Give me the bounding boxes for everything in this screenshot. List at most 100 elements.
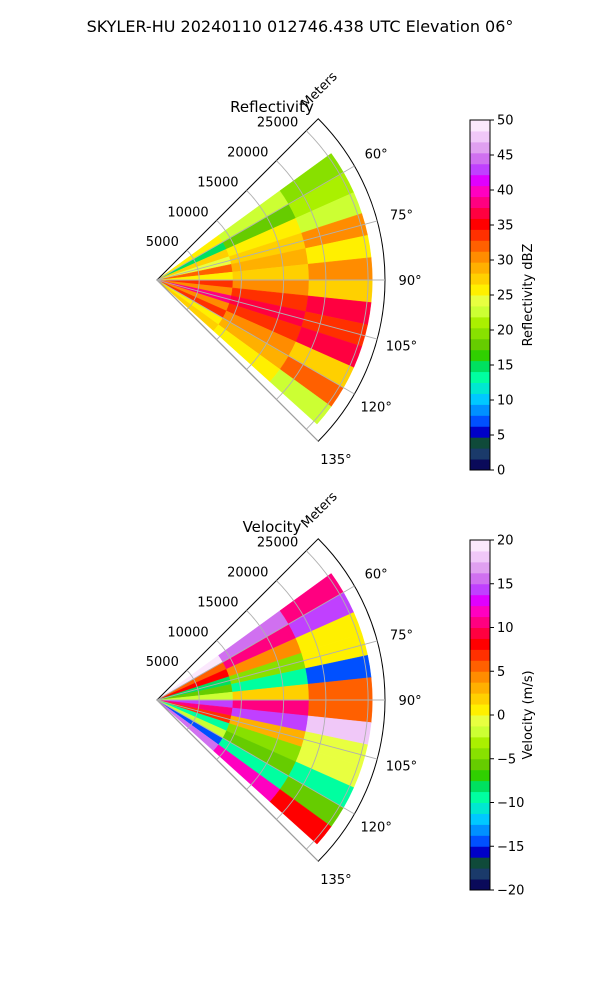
reflectivity-colorbar-tick: 10 — [497, 394, 514, 409]
velocity-colorbar-segment — [470, 835, 490, 847]
velocity-colorbar-segment — [470, 736, 490, 749]
reflectivity-colorbar-segment — [470, 338, 490, 351]
reflectivity-colorbar-tick: 25 — [497, 289, 514, 304]
reflectivity-colorbar-tick: 30 — [497, 254, 514, 269]
velocity-azimuth-tick: 60° — [365, 567, 388, 582]
reflectivity-colorbar-segment — [470, 240, 490, 252]
velocity-colorbar-tick: −10 — [497, 796, 524, 811]
velocity-colorbar-segment — [470, 605, 490, 618]
velocity-colorbar-segment — [470, 715, 490, 727]
velocity-azimuth-spoke — [156, 699, 378, 760]
velocity-colorbar-segment — [470, 747, 490, 760]
reflectivity-colorbar-segment — [470, 120, 490, 132]
reflectivity-colorbar-segment — [470, 437, 490, 449]
reflectivity-range-tick: 25000 — [257, 116, 298, 131]
velocity-colorbar-tick: 0 — [497, 709, 505, 724]
velocity-colorbar-tick: −5 — [497, 752, 516, 767]
reflectivity-colorbar-segment — [470, 295, 490, 307]
reflectivity-colorbar-tick: 5 — [497, 429, 505, 444]
velocity-colorbar-segment — [470, 704, 490, 716]
reflectivity-colorbar-label: Reflectivity dBZ — [521, 244, 536, 347]
velocity-title: Velocity — [243, 518, 302, 536]
reflectivity-range-ticks: 5000 10000 15000 20000 25000 — [146, 116, 299, 250]
reflectivity-azimuth-tick: 135° — [320, 453, 351, 468]
reflectivity-colorbar-segment — [470, 196, 490, 208]
velocity-azimuth-spoke — [156, 640, 378, 701]
reflectivity-range-tick: 20000 — [227, 146, 268, 161]
velocity-colorbar-segment — [470, 824, 490, 836]
velocity-colorbar-segment — [470, 725, 490, 738]
velocity-colorbar-segment — [470, 649, 490, 661]
reflectivity-colorbar-tick: 0 — [497, 464, 505, 479]
velocity-azimuth-spoke — [156, 585, 355, 701]
velocity-range-tick: 10000 — [167, 625, 208, 640]
velocity-colorbar — [469, 539, 491, 891]
reflectivity-colorbar-segment — [470, 415, 490, 427]
velocity-colorbar-segment — [470, 813, 490, 825]
reflectivity-wedge — [269, 369, 332, 425]
reflectivity-azimuth-tick: 75° — [390, 208, 413, 223]
velocity-colorbar-segment — [470, 561, 490, 574]
reflectivity-colorbar-segment — [470, 251, 490, 263]
velocity-colorbar-segment — [470, 660, 490, 672]
reflectivity-colorbar-segment — [470, 141, 490, 154]
velocity-colorbar-segment — [470, 879, 490, 891]
velocity-azimuth-tick: 120° — [361, 821, 392, 836]
velocity-colorbar-label: Velocity (m/s) — [521, 670, 536, 759]
reflectivity-azimuth-spoke — [156, 279, 319, 442]
reflectivity-colorbar-segment — [470, 229, 490, 241]
velocity-range-ticks: 5000 10000 15000 20000 25000 — [146, 536, 299, 670]
reflectivity-azimuth-ticks: 60° 75° 90° 105° 120° 135° — [320, 147, 421, 467]
reflectivity-colorbar-segment — [470, 360, 490, 373]
reflectivity-colorbar-segment — [470, 207, 490, 219]
reflectivity-colorbar-tick: 35 — [497, 219, 514, 234]
reflectivity-azimuth-spoke — [156, 220, 378, 281]
reflectivity-colorbar-tick: 40 — [497, 184, 514, 199]
reflectivity-colorbar-tick: 15 — [497, 359, 514, 374]
velocity-colorbar-segment — [470, 769, 490, 782]
reflectivity-colorbar-segment — [470, 327, 490, 340]
reflectivity-colorbar-segment — [470, 393, 490, 405]
reflectivity-range-tick: 15000 — [197, 175, 238, 190]
velocity-grid — [156, 538, 386, 862]
reflectivity-radial-axis-label: Meters — [299, 69, 341, 111]
reflectivity-panel: Reflectivity 5000 10000 15000 20000 25000 60… — [146, 69, 536, 478]
velocity-azimuth-ticks: 60° 75° 90° 105° 120° 135° — [320, 567, 421, 887]
figure-title: SKYLER-HU 20240110 012746.438 UTC Elevat… — [87, 17, 514, 36]
velocity-colorbar-segment — [470, 627, 490, 639]
reflectivity-grid — [156, 118, 386, 442]
velocity-wedge — [269, 789, 332, 845]
velocity-azimuth-tick: 90° — [399, 694, 422, 709]
reflectivity-colorbar-segment — [470, 448, 490, 460]
velocity-colorbar-tick: 10 — [497, 621, 514, 636]
reflectivity-colorbar-segment — [470, 305, 490, 318]
reflectivity-colorbar-segment — [470, 218, 490, 230]
velocity-range-tick: 5000 — [146, 655, 179, 670]
velocity-colorbar-segment — [470, 550, 490, 563]
velocity-range-tick: 25000 — [257, 536, 298, 551]
velocity-azimuth-spoke — [156, 699, 319, 862]
reflectivity-colorbar-segment — [470, 349, 490, 362]
velocity-panel: Velocity 5000 10000 15000 20000 25000 60° 75°… — [146, 489, 536, 898]
reflectivity-colorbar-segment — [470, 174, 490, 187]
velocity-colorbar-segment — [470, 572, 490, 585]
reflectivity-colorbar-tick: 50 — [497, 114, 514, 129]
velocity-azimuth-spoke — [156, 699, 355, 815]
reflectivity-colorbar-segment — [470, 404, 490, 416]
velocity-colorbar-tick: −15 — [497, 840, 524, 855]
velocity-azimuth-tick: 105° — [386, 760, 417, 775]
reflectivity-title: Reflectivity — [230, 98, 314, 116]
reflectivity-azimuth-tick: 90° — [399, 274, 422, 289]
reflectivity-azimuth-spoke — [156, 279, 378, 340]
velocity-field — [156, 573, 373, 845]
reflectivity-azimuth-tick: 60° — [365, 147, 388, 162]
reflectivity-colorbar-segment — [470, 185, 490, 198]
reflectivity-azimuth-tick: 105° — [386, 340, 417, 355]
velocity-range-tick: 20000 — [227, 566, 268, 581]
reflectivity-colorbar-segment — [470, 284, 490, 296]
reflectivity-colorbar-segment — [470, 130, 490, 143]
velocity-radial-axis-label: Meters — [299, 489, 341, 531]
velocity-colorbar-tick: 15 — [497, 577, 514, 592]
velocity-azimuth-tick: 135° — [320, 873, 351, 888]
